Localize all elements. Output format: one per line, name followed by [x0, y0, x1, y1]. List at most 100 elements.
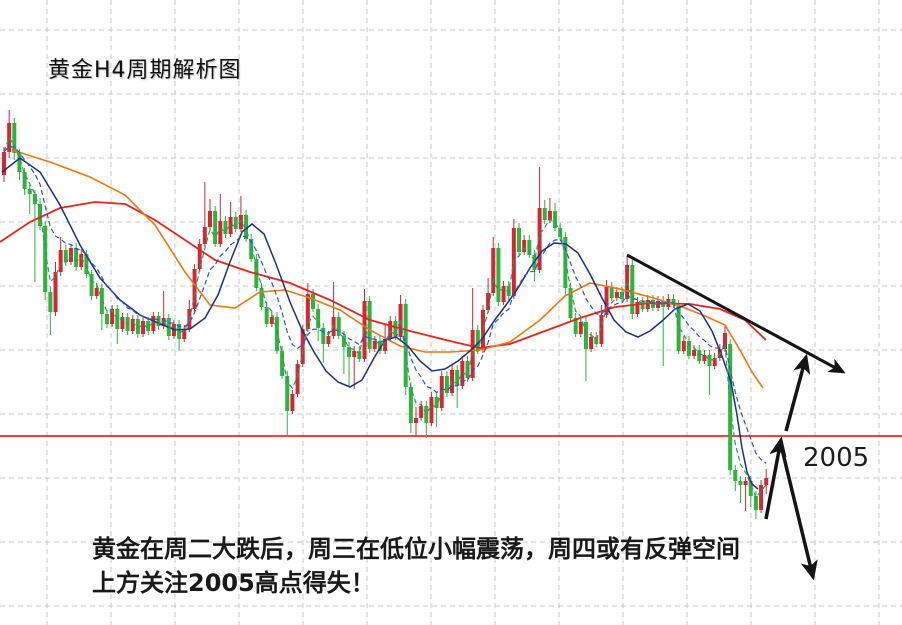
candle	[522, 235, 527, 255]
ma-green-fast	[3, 136, 767, 499]
candle	[352, 346, 357, 389]
candle	[17, 149, 22, 180]
candle	[568, 283, 573, 321]
candle	[197, 239, 202, 272]
candle	[491, 237, 496, 296]
candle	[460, 356, 465, 389]
candle	[264, 302, 269, 327]
candle	[99, 284, 104, 330]
candle	[2, 147, 6, 182]
candle	[377, 336, 382, 354]
candle	[702, 350, 707, 364]
candle	[609, 282, 614, 301]
candle	[450, 365, 455, 396]
candle	[424, 401, 429, 438]
candle	[182, 325, 187, 342]
candle	[635, 297, 640, 317]
annotation-line-2: 上方关注2005高点得失！	[92, 569, 375, 597]
up-arrow-above-2005	[784, 353, 811, 432]
candle	[501, 281, 506, 305]
candle	[130, 315, 135, 334]
candle	[22, 168, 27, 195]
candlestick-series	[2, 110, 769, 519]
ma-red-slow	[0, 201, 767, 349]
candle	[280, 346, 285, 379]
ma-orange-mid	[11, 149, 764, 389]
candle	[625, 256, 630, 302]
candle	[249, 234, 254, 262]
candle	[7, 110, 12, 158]
candle	[161, 291, 166, 329]
candle	[511, 219, 516, 299]
candle	[135, 315, 140, 338]
candle	[733, 465, 738, 491]
candle	[228, 202, 233, 237]
candle	[553, 203, 558, 231]
candle	[321, 323, 326, 363]
analysis-annotation: 黄金在周二大跌后，周三在低位小幅震荡，周四或有反弹空间 上方关注2005高点得失…	[92, 532, 740, 600]
candle	[712, 353, 717, 369]
candle	[58, 237, 63, 276]
candle	[527, 235, 532, 258]
price-level-label: 2005	[803, 443, 870, 473]
candle	[48, 286, 53, 335]
candle	[563, 232, 568, 296]
candle	[759, 480, 764, 513]
candle	[74, 243, 79, 271]
candle	[764, 469, 769, 494]
candle	[27, 185, 32, 214]
candle	[728, 339, 733, 475]
candle	[269, 312, 274, 327]
up-arrow-to-2005	[764, 436, 787, 520]
candle	[32, 190, 37, 282]
candle	[89, 270, 94, 300]
candle	[151, 312, 156, 334]
candle	[105, 310, 109, 328]
candle	[295, 360, 300, 397]
candle	[470, 288, 475, 381]
candle	[408, 382, 413, 433]
candle	[661, 296, 666, 366]
candle	[630, 260, 635, 319]
candle	[578, 318, 583, 337]
candle	[120, 313, 125, 332]
down-arrow	[779, 444, 818, 581]
candle	[686, 336, 691, 359]
candle	[486, 278, 491, 313]
candle	[347, 342, 352, 386]
candle	[146, 317, 151, 335]
descending-trendline	[626, 253, 846, 374]
moving-average-lines	[0, 136, 767, 499]
candle	[707, 350, 712, 395]
candle	[115, 305, 120, 344]
candle	[12, 118, 17, 160]
candle	[573, 313, 578, 337]
candle	[681, 336, 686, 354]
candle	[213, 206, 218, 247]
candle	[583, 317, 588, 381]
candle	[208, 199, 212, 230]
candle	[676, 300, 681, 354]
candle	[336, 312, 341, 339]
candle	[393, 316, 398, 340]
candle	[156, 312, 161, 330]
candle	[542, 200, 547, 224]
candle	[414, 407, 418, 436]
annotation-line-1: 黄金在周二大跌后，周三在低位小幅震荡，周四或有反弹空间	[92, 535, 740, 563]
candle	[223, 216, 228, 238]
candle	[202, 182, 207, 247]
trendline-and-arrows	[626, 253, 846, 581]
candle	[465, 356, 470, 382]
chart-title: 黄金H4周期解析图	[48, 58, 242, 83]
candle	[434, 392, 439, 427]
candle	[43, 221, 48, 300]
candle	[192, 264, 197, 312]
candle	[738, 476, 743, 503]
candle	[218, 194, 223, 247]
candle	[444, 371, 449, 397]
candle	[53, 262, 58, 316]
candle	[110, 305, 115, 327]
candle	[496, 243, 501, 306]
